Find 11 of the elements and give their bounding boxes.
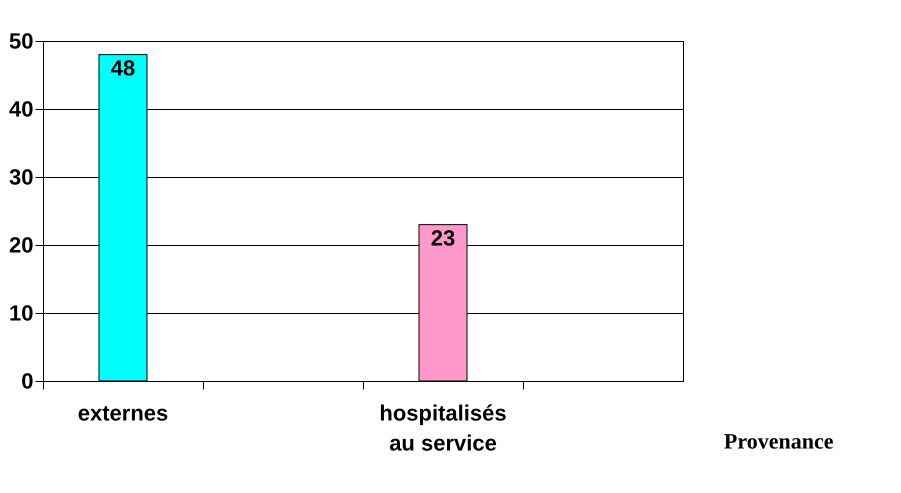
y-tick-label: 30 (9, 164, 34, 190)
y-tick-label: 40 (9, 96, 34, 122)
x-axis-title: Provenance (724, 428, 834, 454)
data-label: 48 (110, 56, 136, 81)
y-tick-label: 20 (9, 232, 34, 258)
y-tick-label: 50 (9, 28, 34, 54)
x-tick-label: hospitalisés au service (379, 400, 507, 456)
y-tick-label: 0 (21, 368, 34, 394)
data-label: 23 (430, 226, 456, 251)
y-tick-label: 10 (9, 300, 34, 326)
x-tick-label: externes (78, 400, 168, 426)
